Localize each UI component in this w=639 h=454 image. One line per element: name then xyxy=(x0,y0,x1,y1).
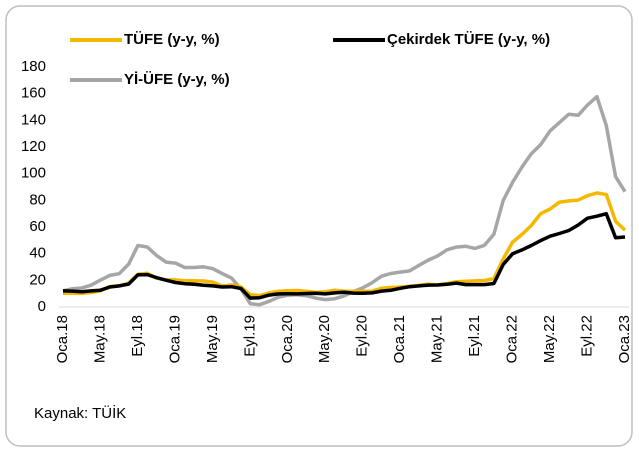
legend-label: TÜFE (y-y, %) xyxy=(124,31,220,48)
frame xyxy=(5,5,633,447)
x-tick-label: Eyl.19 xyxy=(241,315,258,357)
legend-label: Yİ-ÜFE (y-y, %) xyxy=(124,71,230,88)
y-tick-label: 80 xyxy=(29,191,46,208)
y-tick-label: 20 xyxy=(29,271,46,288)
x-tick-label: May.19 xyxy=(204,315,221,363)
y-tick-label: 120 xyxy=(21,138,46,155)
x-tick-label: Oca.20 xyxy=(279,315,296,363)
legend-label: Çekirdek TÜFE (y-y, %) xyxy=(387,31,550,48)
x-tick-label: Eyl.20 xyxy=(354,315,371,357)
x-tick-label: Oca.19 xyxy=(166,315,183,363)
y-tick-label: 0 xyxy=(38,298,46,315)
x-tick-label: May.22 xyxy=(541,315,558,363)
x-tick-label: Oca.21 xyxy=(391,315,408,363)
y-tick-label: 40 xyxy=(29,245,46,262)
x-tick-label: Eyl.21 xyxy=(466,315,483,357)
x-tick-label: May.18 xyxy=(91,315,108,363)
x-tick-label: Eyl.18 xyxy=(129,315,146,357)
line xyxy=(62,94,627,307)
y-tick-label: 180 xyxy=(21,58,46,75)
x-tick-label: May.20 xyxy=(316,315,333,363)
x-tick-label: Eyl.22 xyxy=(579,315,596,357)
y-tick-label: 160 xyxy=(21,85,46,102)
line xyxy=(62,211,626,300)
x-tick-label: Oca.23 xyxy=(616,315,633,363)
y-tick-label: 140 xyxy=(21,111,46,128)
x-tick-label: May.21 xyxy=(429,315,446,363)
y-tick-label: 100 xyxy=(21,165,46,182)
y-tick-label: 60 xyxy=(29,218,46,235)
x-tick-label: Oca.18 xyxy=(54,315,71,363)
source: Kaynak: TÜİK xyxy=(34,404,126,422)
x-tick-label: Oca.22 xyxy=(504,315,521,363)
